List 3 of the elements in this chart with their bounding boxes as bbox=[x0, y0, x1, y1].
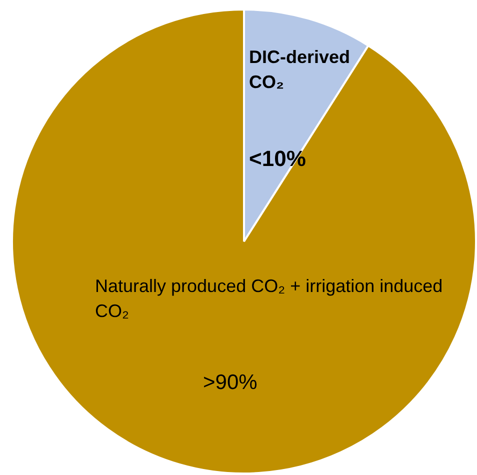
slice-label: DIC-derived CO₂ bbox=[249, 46, 350, 92]
data-label: >90% bbox=[203, 370, 258, 394]
slice-label: Naturally produced CO₂ + irrigation induced CO₂ bbox=[95, 276, 443, 321]
